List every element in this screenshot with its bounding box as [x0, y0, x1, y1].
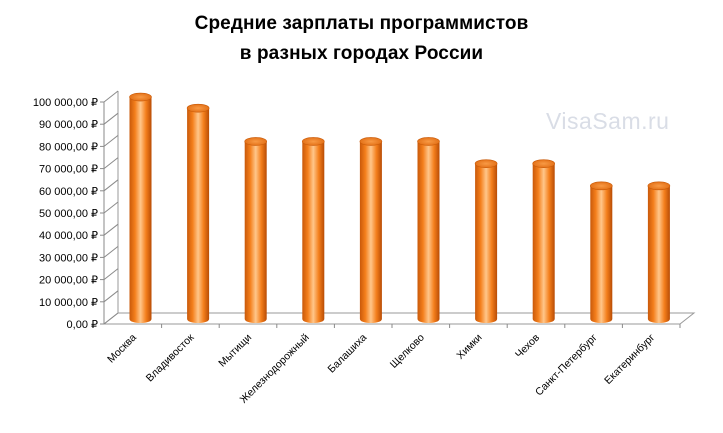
bar — [589, 181, 613, 324]
bar-top-cap — [129, 92, 152, 102]
y-tick-label: 90 000,00 ₽ — [39, 119, 98, 131]
y-tick-depth — [103, 312, 119, 325]
bar-top-cap — [647, 181, 671, 191]
y-tick-label: 80 000,00 ₽ — [39, 141, 98, 153]
bar-body — [129, 97, 152, 324]
y-tick-label: 10 000,00 ₽ — [39, 297, 98, 309]
bar-body — [647, 185, 670, 324]
bar — [301, 137, 325, 324]
y-tick-depth — [103, 157, 119, 169]
y-tick-label: 50 000,00 ₽ — [39, 208, 98, 220]
bar — [186, 103, 210, 324]
bar — [647, 181, 671, 324]
y-tick-depth — [103, 201, 119, 214]
y-tick-depth — [103, 290, 119, 303]
y-tick-label: 0,00 ₽ — [67, 319, 98, 331]
x-tick-label: Мытищи — [216, 332, 254, 370]
chart-title-line-2: в разных городах России — [239, 43, 484, 64]
y-tick-label: 100 000,00 ₽ — [33, 97, 98, 109]
y-tick-label: 20 000,00 ₽ — [39, 275, 98, 287]
x-tick-label: Владивосток — [144, 331, 197, 384]
bar-body — [359, 141, 382, 324]
bar-top-cap — [532, 159, 556, 168]
x-tick-label: Балашиха — [326, 332, 370, 376]
bar — [359, 137, 383, 324]
x-tick-label: Москва — [105, 332, 139, 366]
bar-body — [532, 163, 555, 324]
bar-body — [417, 141, 440, 324]
x-tick-label: Щелково — [388, 332, 427, 371]
y-tick-label: 70 000,00 ₽ — [39, 164, 98, 176]
chart-title-line-1: Средние зарплаты программистов — [194, 13, 529, 34]
x-tick-label: Чехов — [513, 331, 542, 360]
y-tick-depth — [103, 135, 119, 147]
bar — [532, 159, 556, 324]
bar-body — [244, 141, 267, 324]
y-tick-depth — [103, 90, 119, 103]
y-tick-label: 40 000,00 ₽ — [39, 230, 98, 242]
bar-top-cap — [301, 137, 325, 146]
bar-top-cap — [244, 137, 267, 146]
bar-top-cap — [417, 137, 440, 146]
y-tick-depth — [103, 112, 119, 125]
bar-top-cap — [359, 137, 383, 146]
y-tick-depth — [103, 246, 119, 258]
y-tick-label: 30 000,00 ₽ — [39, 252, 98, 264]
y-tick-label: 60 000,00 ₽ — [39, 186, 98, 198]
bar-body — [302, 141, 325, 324]
bar-top-cap — [186, 103, 210, 113]
y-tick-depth — [103, 179, 119, 192]
bar-top-cap — [474, 159, 498, 168]
x-tick-label: Химки — [454, 332, 484, 362]
bar — [417, 137, 440, 324]
x-tick-label: Санкт-Петербург — [533, 332, 600, 399]
bar — [244, 137, 267, 324]
y-tick-depth — [103, 268, 119, 280]
watermark-text: VisaSam.ru — [546, 108, 670, 134]
bar-top-cap — [589, 181, 613, 191]
x-tick-label: Екатеринбург — [602, 332, 657, 387]
bar — [474, 159, 498, 324]
bar-body — [590, 185, 613, 324]
bar-body — [475, 163, 498, 324]
bar — [129, 92, 152, 324]
bar-body — [187, 108, 210, 324]
y-tick-depth — [103, 223, 119, 236]
